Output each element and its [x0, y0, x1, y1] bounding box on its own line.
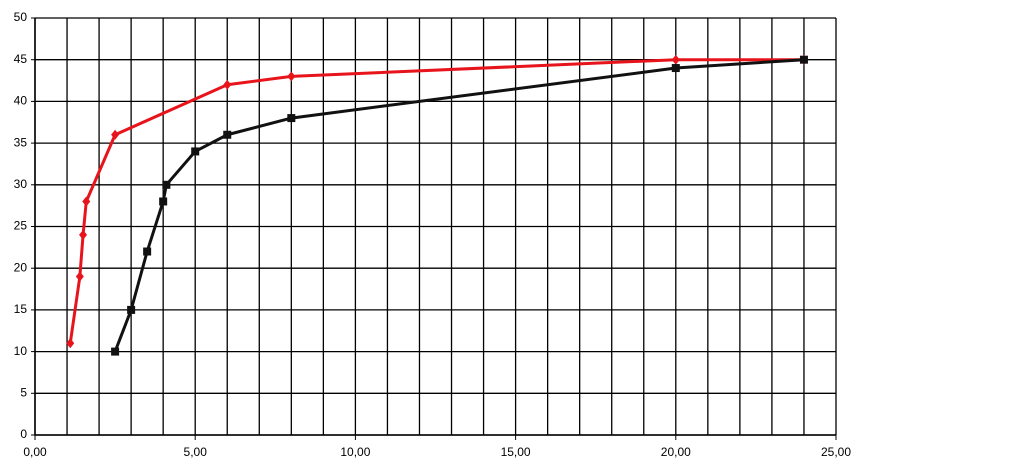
point	[287, 71, 296, 82]
point	[111, 347, 120, 356]
series-line	[68, 58, 804, 344]
point	[111, 129, 120, 140]
x-tick-label: 25,00	[821, 445, 851, 459]
y-tick-label: 15	[14, 302, 28, 316]
y-tick-label: 45	[14, 52, 28, 66]
point	[287, 114, 296, 123]
point	[82, 196, 91, 207]
x-tick-label: 20,00	[661, 445, 691, 459]
point	[159, 197, 168, 206]
point	[127, 305, 136, 314]
y-tick-label: 50	[14, 10, 28, 24]
point	[79, 229, 88, 240]
y-tick-label: 35	[14, 135, 28, 149]
y-tick-label: 25	[14, 219, 28, 233]
x-tick-label: 5,00	[184, 445, 208, 459]
point	[223, 130, 232, 139]
y-tick-label: 5	[20, 385, 27, 399]
series-line	[113, 58, 805, 353]
point	[75, 271, 84, 282]
x-tick-label: 15,00	[501, 445, 531, 459]
point	[671, 54, 680, 65]
point	[223, 79, 232, 90]
point	[671, 64, 680, 73]
y-tick-label: 40	[14, 94, 28, 108]
point	[799, 55, 808, 64]
y-tick-label: 20	[14, 260, 28, 274]
point	[143, 247, 152, 256]
x-tick-label: 10,00	[340, 445, 370, 459]
point	[162, 180, 171, 189]
y-tick-label: 0	[20, 427, 27, 441]
x-tick-label: 0,00	[23, 445, 47, 459]
point	[191, 147, 200, 156]
y-tick-label: 30	[14, 177, 28, 191]
y-tick-label: 10	[14, 344, 28, 358]
point	[66, 338, 75, 349]
